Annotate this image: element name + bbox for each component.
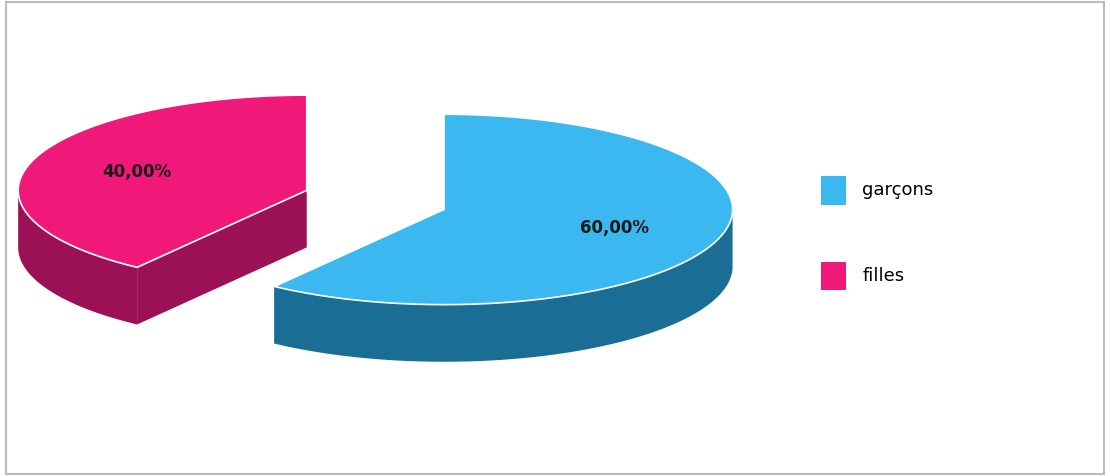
Text: garçons: garçons bbox=[862, 181, 934, 199]
Text: filles: filles bbox=[862, 267, 905, 285]
Polygon shape bbox=[274, 209, 444, 344]
Text: 40,00%: 40,00% bbox=[102, 163, 171, 181]
Text: 60,00%: 60,00% bbox=[579, 218, 648, 237]
Polygon shape bbox=[274, 114, 733, 305]
Bar bbox=[821, 262, 846, 290]
Polygon shape bbox=[18, 95, 306, 268]
Polygon shape bbox=[274, 210, 733, 362]
Polygon shape bbox=[138, 190, 306, 325]
Bar bbox=[821, 176, 846, 205]
Polygon shape bbox=[18, 190, 138, 325]
